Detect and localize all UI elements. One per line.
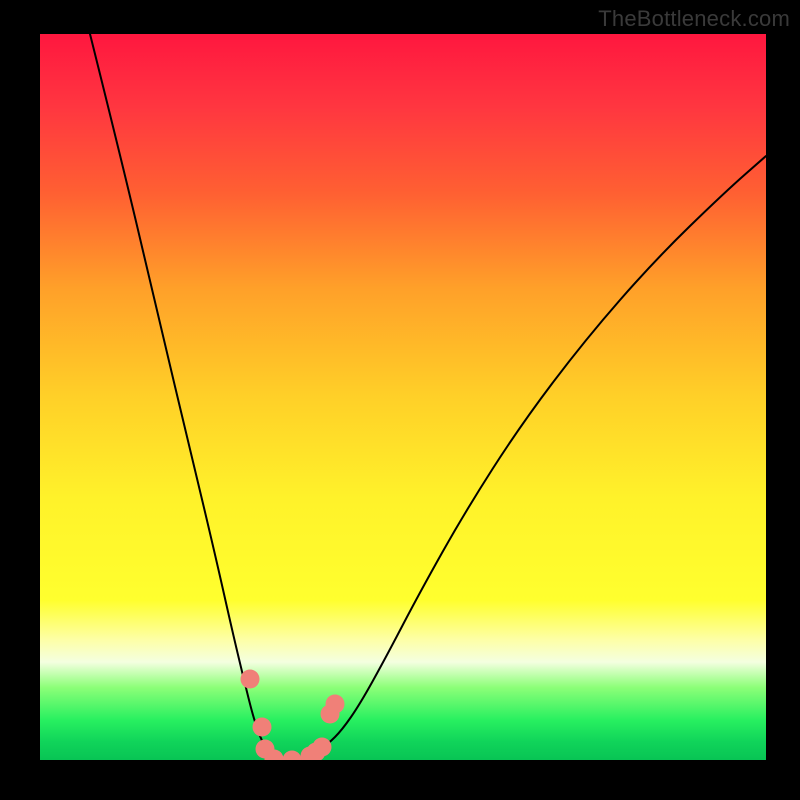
watermark-label: TheBottleneck.com (598, 6, 790, 32)
data-marker (253, 718, 272, 737)
data-marker (313, 738, 332, 757)
plot-svg (40, 34, 766, 760)
plot-background (40, 34, 766, 760)
data-marker (241, 670, 260, 689)
data-marker (326, 695, 345, 714)
canvas-root: TheBottleneck.com (0, 0, 800, 800)
